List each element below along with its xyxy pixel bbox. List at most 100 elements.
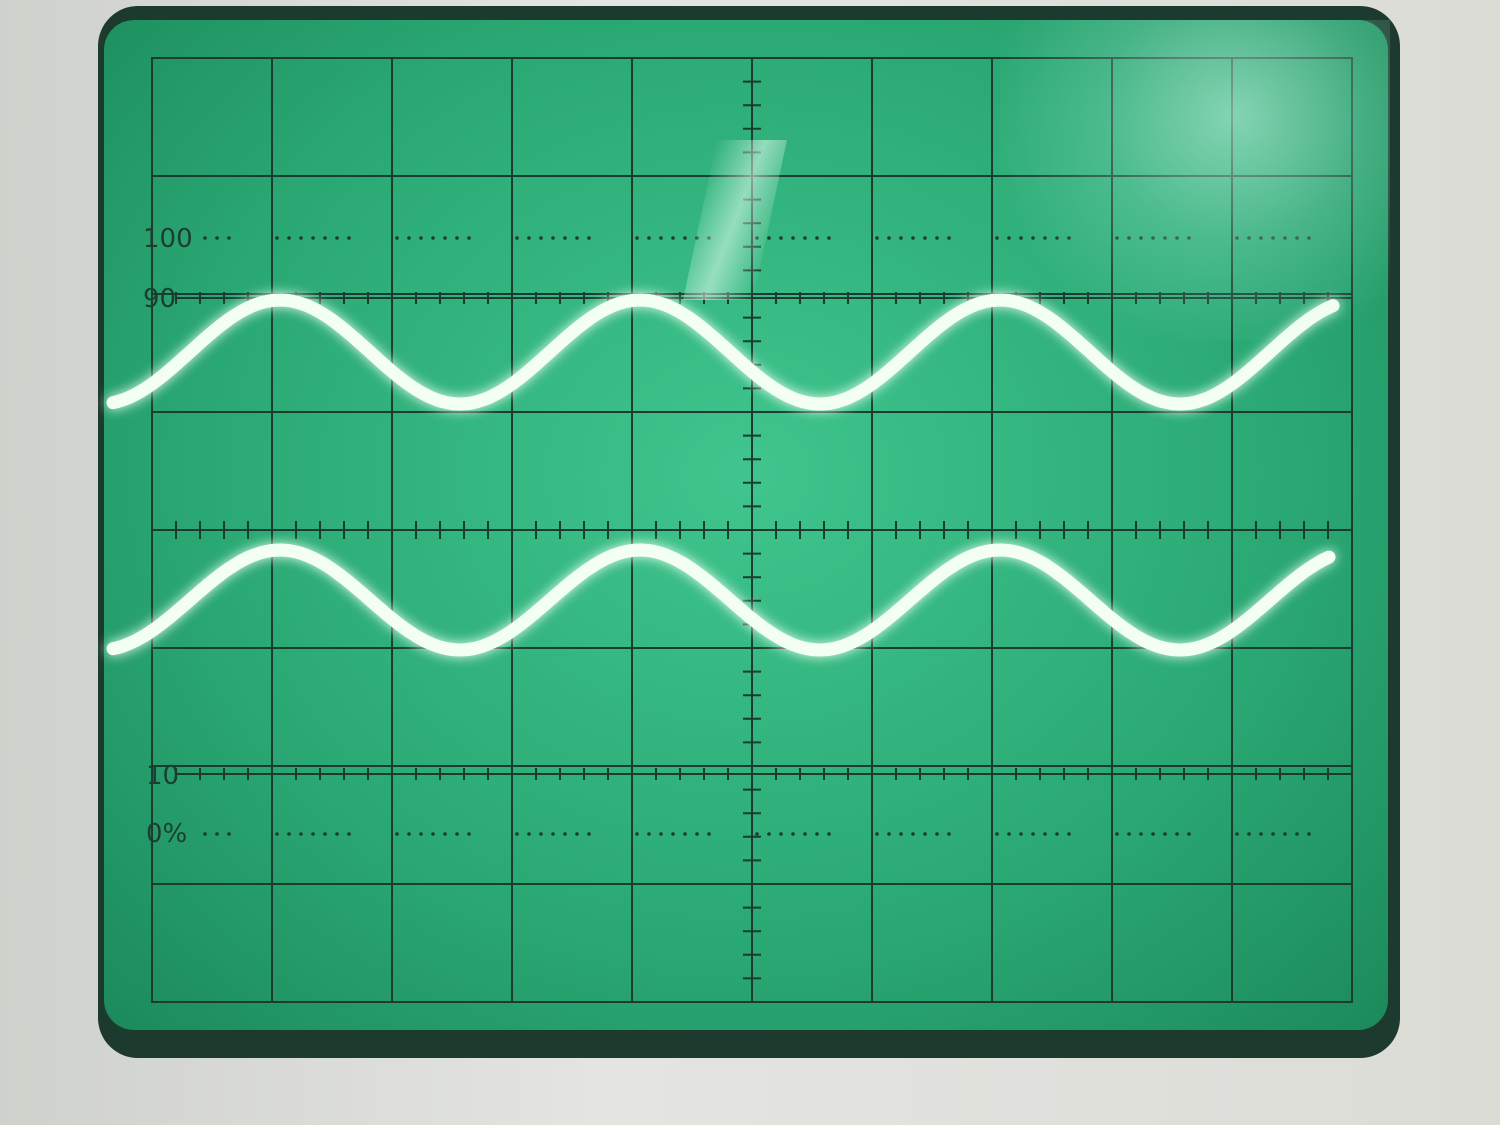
reference-dot (791, 236, 795, 240)
reference-dot (1235, 832, 1239, 836)
reference-dot (779, 832, 783, 836)
reference-dot (1187, 236, 1191, 240)
reference-dot (431, 236, 435, 240)
reference-dot (923, 832, 927, 836)
reference-dot (1019, 236, 1023, 240)
reference-dot (755, 832, 759, 836)
reference-dot (1271, 832, 1275, 836)
reference-dot (767, 236, 771, 240)
reference-dot (539, 236, 543, 240)
reference-dot (227, 236, 231, 240)
reference-dot (323, 832, 327, 836)
reference-dot (995, 236, 999, 240)
reference-dot (1067, 236, 1071, 240)
reference-dot (671, 832, 675, 836)
reference-dot (551, 236, 555, 240)
dotted-reference-lines (203, 236, 1311, 836)
reference-dot (923, 236, 927, 240)
reference-dot (1043, 236, 1047, 240)
upper-sine-trace (106, 293, 1340, 411)
reference-dot (683, 236, 687, 240)
reference-dot (419, 236, 423, 240)
reference-dot (311, 236, 315, 240)
reference-dot (323, 236, 327, 240)
reference-dot (1175, 236, 1179, 240)
reference-dot (815, 832, 819, 836)
reference-dot (1307, 832, 1311, 836)
reference-dot (203, 236, 207, 240)
reference-dot (227, 832, 231, 836)
reference-dot (875, 832, 879, 836)
reference-dot (515, 236, 519, 240)
lower-sine-trace (106, 543, 1336, 657)
reference-dot (287, 236, 291, 240)
reference-dot (587, 236, 591, 240)
reference-dot (563, 236, 567, 240)
reference-dot (1295, 832, 1299, 836)
reference-dot (935, 832, 939, 836)
reference-dot (443, 236, 447, 240)
reference-dot (1283, 832, 1287, 836)
reference-dot (275, 236, 279, 240)
reference-dot (635, 832, 639, 836)
reference-dot (287, 832, 291, 836)
reference-dot (563, 832, 567, 836)
reference-dot (1127, 236, 1131, 240)
reference-dot (335, 236, 339, 240)
reference-dot (431, 832, 435, 836)
reference-dot (527, 236, 531, 240)
reference-dot (707, 832, 711, 836)
reference-dot (575, 832, 579, 836)
reference-dot (1307, 236, 1311, 240)
reference-dot (815, 236, 819, 240)
reference-dot (515, 832, 519, 836)
reference-dot (935, 236, 939, 240)
reference-dot (1151, 832, 1155, 836)
reference-dot (347, 236, 351, 240)
reference-dot (1043, 832, 1047, 836)
reference-dot (1055, 236, 1059, 240)
reference-dot (695, 236, 699, 240)
reference-dot (1295, 236, 1299, 240)
reference-dot (1163, 236, 1167, 240)
reference-dot (647, 236, 651, 240)
reference-dot (791, 832, 795, 836)
reference-dot (1115, 236, 1119, 240)
reference-dot (299, 236, 303, 240)
reference-dot (215, 236, 219, 240)
label-10: 10 (146, 761, 179, 791)
reference-dot (1031, 236, 1035, 240)
reference-dot (1259, 236, 1263, 240)
reference-dot (887, 832, 891, 836)
label-90: 90 (143, 284, 176, 314)
reference-dot (215, 832, 219, 836)
reference-dot (335, 832, 339, 836)
reference-dot (1163, 832, 1167, 836)
reference-dot (671, 236, 675, 240)
reference-dot (1127, 832, 1131, 836)
reference-dot (395, 236, 399, 240)
reference-dot (395, 832, 399, 836)
reference-dot (647, 832, 651, 836)
reference-dot (695, 832, 699, 836)
reference-dot (899, 236, 903, 240)
reference-dot (203, 832, 207, 836)
reference-dot (755, 236, 759, 240)
reference-dot (551, 832, 555, 836)
reference-dot (803, 832, 807, 836)
reference-dot (455, 236, 459, 240)
reference-dot (1067, 832, 1071, 836)
reference-dot (455, 832, 459, 836)
reference-dot (407, 236, 411, 240)
label-100: 100 (143, 224, 193, 254)
reference-dot (1115, 832, 1119, 836)
reference-dot (803, 236, 807, 240)
reference-dot (1031, 832, 1035, 836)
reference-dot (683, 832, 687, 836)
reference-dot (659, 236, 663, 240)
reference-dot (911, 236, 915, 240)
reference-dot (1259, 832, 1263, 836)
reference-dot (779, 236, 783, 240)
reference-dot (911, 832, 915, 836)
